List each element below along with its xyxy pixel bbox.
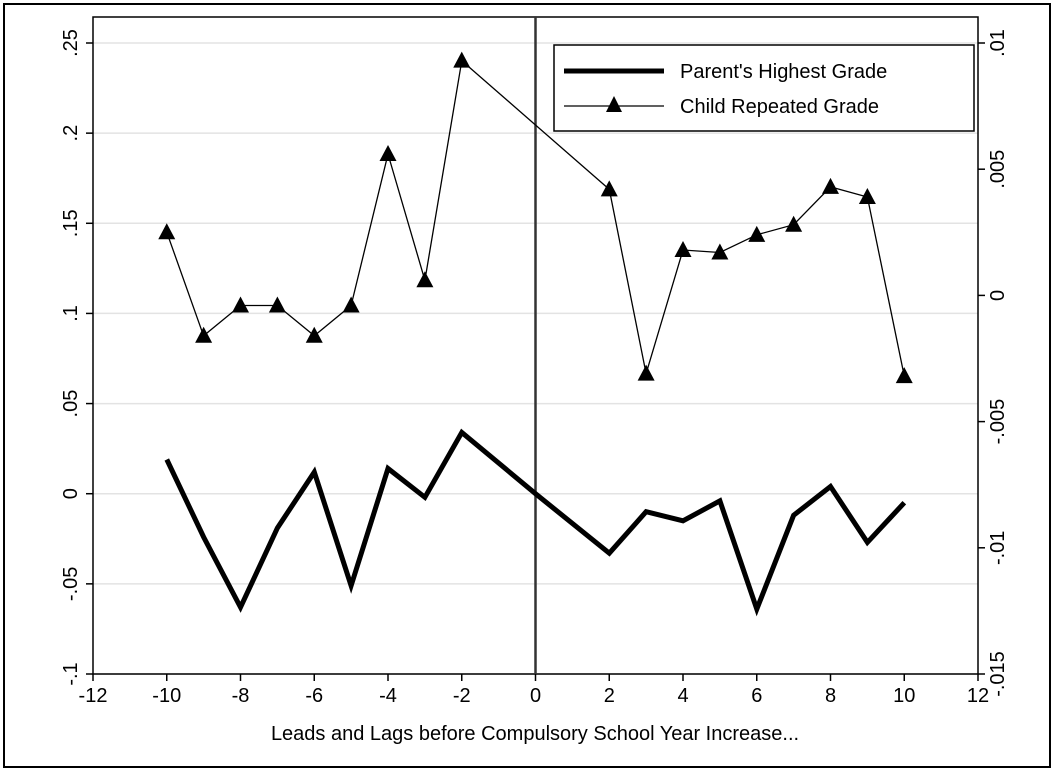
y-left-tick-label: .05 [60,390,82,418]
y-left-tick-label: 0 [60,488,82,499]
data-point-triangle [305,326,323,343]
data-point-triangle [748,225,766,242]
data-point-triangle [453,51,471,68]
legend-triangle-marker [606,96,622,112]
data-point-triangle [895,367,913,384]
y-right-tick-label: -.01 [987,531,1009,565]
legend-box [553,44,975,132]
data-point-triangle [416,271,434,288]
y-left-tick-label: .15 [60,209,82,237]
y-left-tick-label: .1 [60,305,82,322]
x-tick-label: 8 [825,685,836,707]
data-point-triangle [232,296,249,313]
y-right-tick-label: 0 [987,290,1009,301]
x-tick-label: -6 [305,685,323,707]
data-point-triangle [158,223,176,240]
x-tick-label: -10 [152,685,181,707]
y-right-tick-label: .005 [987,150,1009,189]
y-right-tick-label: -.005 [987,399,1009,445]
x-tick-label: -2 [453,685,471,707]
axes-layer: -.1 -.05 0 .05 .1 .15 .2 .25 -.015 -.01 -.005 0 .005… [60,17,1009,707]
y-left-tick-label: .25 [60,29,82,57]
data-point-triangle [785,215,803,232]
x-tick-label: 10 [893,685,915,707]
y-right-tick-label: .01 [987,29,1009,57]
series-layer [158,51,913,617]
series-line-parent-highest-grade [164,428,907,617]
y-left-tick-label: -.05 [60,567,82,601]
x-tick-label: 2 [604,685,615,707]
x-tick-label: 0 [530,685,541,707]
x-tick-label: -4 [379,685,397,707]
data-point-triangle [858,187,876,204]
x-tick-label: 6 [751,685,762,707]
data-point-triangle [195,326,213,343]
x-axis-label: Leads and Lags before Compulsory School … [271,723,799,745]
legend-label-child: Child Repeated Grade [680,96,879,118]
data-point-triangle [268,296,286,313]
y-right-tick-label: -.015 [987,651,1009,697]
data-point-triangle [711,243,729,260]
series-line-child-repeated-grade [166,59,905,377]
data-point-triangle [822,177,839,194]
x-tick-label: -12 [79,685,108,707]
y-left-tick-label: .2 [60,125,82,142]
x-tick-label: 12 [967,685,989,707]
y-left-tick-label: -.1 [60,662,82,685]
data-point-triangle [637,364,655,381]
x-tick-label: -8 [232,685,250,707]
legend: Parent's Highest Grade Child Repeated Gr… [553,44,975,132]
data-point-triangle [674,240,692,257]
x-tick-label: 4 [677,685,688,707]
data-point-triangle [342,296,360,313]
data-point-triangle [379,145,397,162]
data-point-triangle [600,180,618,197]
legend-label-parent: Parent's Highest Grade [680,61,887,83]
